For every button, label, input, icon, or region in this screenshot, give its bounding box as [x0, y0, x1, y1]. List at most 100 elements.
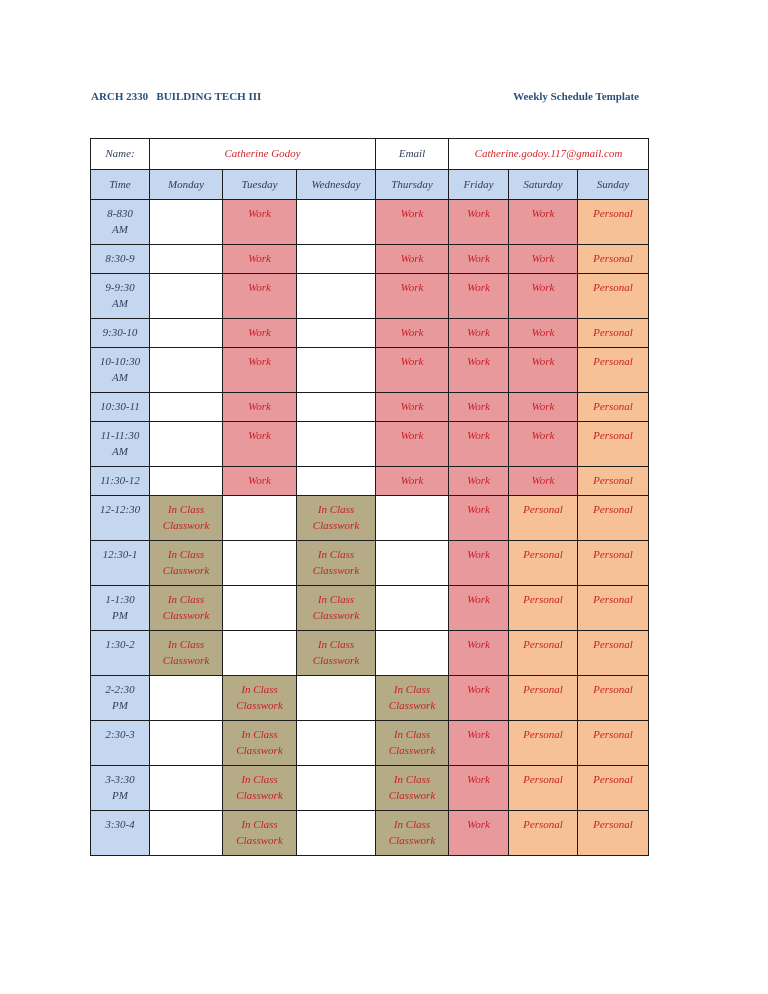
schedule-row: 12-12:30 In Class Classwork In Class Classwo…: [90, 495, 649, 541]
schedule-cell-sunday: Personal: [577, 540, 649, 586]
schedule-cell-saturday: Personal: [508, 630, 578, 676]
schedule-cell-friday: Work: [448, 466, 509, 496]
schedule-row: 8-830 AM Work Work Work Work Personal: [90, 199, 649, 245]
schedule-cell-sunday: Personal: [577, 392, 649, 422]
schedule-cell-friday: Work: [448, 540, 509, 586]
schedule-cell-sunday: Personal: [577, 466, 649, 496]
schedule-cell-wednesday: [296, 347, 376, 393]
column-header-wednesday: Wednesday: [296, 169, 376, 200]
schedule-cell-thursday: In Class Classwork: [375, 675, 449, 721]
schedule-cell-monday: [149, 392, 223, 422]
schedule-cell-friday: Work: [448, 318, 509, 348]
schedule-cell-tuesday: [222, 495, 297, 541]
schedule-cell-tuesday: Work: [222, 347, 297, 393]
schedule-cell-sunday: Personal: [577, 630, 649, 676]
time-slot-cell: 1-1:30 PM: [90, 585, 150, 631]
schedule-cell-monday: [149, 765, 223, 811]
schedule-cell-thursday: Work: [375, 347, 449, 393]
column-header-friday: Friday: [448, 169, 509, 200]
schedule-row: 1:30-2 In Class Classwork In Class Classwork…: [90, 630, 649, 676]
schedule-cell-wednesday: [296, 810, 376, 856]
schedule-cell-wednesday: [296, 273, 376, 319]
schedule-cell-wednesday: In Class Classwork: [296, 495, 376, 541]
time-slot-cell: 3:30-4: [90, 810, 150, 856]
schedule-cell-thursday: Work: [375, 273, 449, 319]
schedule-cell-sunday: Personal: [577, 421, 649, 467]
schedule-cell-tuesday: In Class Classwork: [222, 765, 297, 811]
name-value: Catherine Godoy: [149, 138, 376, 170]
schedule-cell-thursday: [375, 540, 449, 586]
schedule-cell-tuesday: Work: [222, 421, 297, 467]
schedule-cell-thursday: Work: [375, 318, 449, 348]
time-slot-cell: 12-12:30: [90, 495, 150, 541]
document-title: Weekly Schedule Template: [513, 91, 639, 103]
schedule-cell-friday: Work: [448, 495, 509, 541]
column-header-time: Time: [90, 169, 150, 200]
schedule-cell-saturday: Work: [508, 392, 578, 422]
schedule-cell-wednesday: [296, 244, 376, 274]
schedule-cell-thursday: Work: [375, 466, 449, 496]
time-slot-cell: 12:30-1: [90, 540, 150, 586]
schedule-cell-wednesday: [296, 318, 376, 348]
schedule-row: 3-3:30 PM In Class Classwork In Class Classwo…: [90, 765, 649, 811]
time-slot-cell: 9:30-10: [90, 318, 150, 348]
time-slot-cell: 8:30-9: [90, 244, 150, 274]
schedule-cell-saturday: Personal: [508, 765, 578, 811]
schedule-cell-monday: In Class Classwork: [149, 495, 223, 541]
schedule-cell-wednesday: [296, 199, 376, 245]
info-row: Name: Catherine Godoy Email Catherine.go…: [90, 138, 649, 170]
time-slot-cell: 11-11:30 AM: [90, 421, 150, 467]
schedule-cell-tuesday: Work: [222, 273, 297, 319]
schedule-cell-sunday: Personal: [577, 199, 649, 245]
time-slot-cell: 2-2:30 PM: [90, 675, 150, 721]
schedule-cell-sunday: Personal: [577, 318, 649, 348]
schedule-cell-monday: [149, 244, 223, 274]
schedule-cell-friday: Work: [448, 421, 509, 467]
schedule-cell-monday: In Class Classwork: [149, 630, 223, 676]
schedule-cell-friday: Work: [448, 199, 509, 245]
schedule-cell-monday: [149, 199, 223, 245]
schedule-cell-wednesday: [296, 765, 376, 811]
weekly-schedule-table: Name: Catherine Godoy Email Catherine.go…: [90, 138, 649, 856]
schedule-cell-monday: [149, 347, 223, 393]
schedule-cell-friday: Work: [448, 347, 509, 393]
schedule-cell-thursday: In Class Classwork: [375, 720, 449, 766]
schedule-cell-sunday: Personal: [577, 273, 649, 319]
column-header-thursday: Thursday: [375, 169, 449, 200]
schedule-row: 11:30-12 Work Work Work Work Personal: [90, 466, 649, 496]
schedule-cell-friday: Work: [448, 675, 509, 721]
schedule-cell-saturday: Work: [508, 466, 578, 496]
schedule-cell-tuesday: Work: [222, 199, 297, 245]
schedule-cell-saturday: Work: [508, 318, 578, 348]
schedule-row: 10-10:30 AM Work Work Work Work Personal: [90, 347, 649, 393]
schedule-cell-sunday: Personal: [577, 765, 649, 811]
schedule-cell-monday: [149, 273, 223, 319]
schedule-row: 1-1:30 PM In Class Classwork In Class Classwo…: [90, 585, 649, 631]
schedule-cell-wednesday: [296, 421, 376, 467]
column-header-monday: Monday: [149, 169, 223, 200]
time-slot-cell: 11:30-12: [90, 466, 150, 496]
schedule-cell-sunday: Personal: [577, 244, 649, 274]
schedule-cell-tuesday: [222, 585, 297, 631]
schedule-cell-saturday: Personal: [508, 810, 578, 856]
schedule-cell-thursday: In Class Classwork: [375, 810, 449, 856]
schedule-cell-tuesday: Work: [222, 466, 297, 496]
email-label: Email: [375, 138, 449, 170]
time-slot-cell: 3-3:30 PM: [90, 765, 150, 811]
schedule-cell-thursday: Work: [375, 199, 449, 245]
schedule-cell-saturday: Personal: [508, 720, 578, 766]
schedule-cell-wednesday: In Class Classwork: [296, 540, 376, 586]
name-label: Name:: [90, 138, 150, 170]
column-header-saturday: Saturday: [508, 169, 578, 200]
schedule-row: 9-9:30 AM Work Work Work Work Personal: [90, 273, 649, 319]
email-value: Catherine.godoy.117@gmail.com: [448, 138, 649, 170]
schedule-row: 3:30-4 In Class Classwork In Class Classwork…: [90, 810, 649, 856]
schedule-cell-saturday: Personal: [508, 675, 578, 721]
schedule-cell-saturday: Work: [508, 273, 578, 319]
schedule-cell-tuesday: [222, 540, 297, 586]
schedule-cell-wednesday: [296, 675, 376, 721]
schedule-cell-monday: [149, 675, 223, 721]
time-slot-cell: 9-9:30 AM: [90, 273, 150, 319]
schedule-cell-friday: Work: [448, 720, 509, 766]
schedule-cell-wednesday: In Class Classwork: [296, 585, 376, 631]
